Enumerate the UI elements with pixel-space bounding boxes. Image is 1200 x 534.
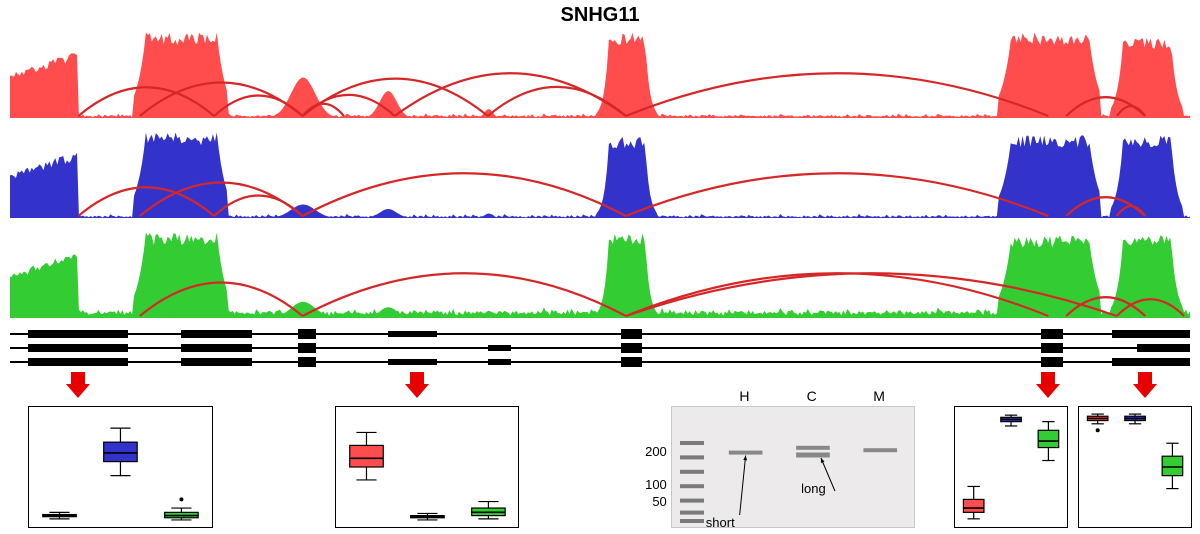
- exon-block: [28, 344, 128, 352]
- gel-col-label: C: [778, 388, 845, 404]
- exon-block: [621, 329, 642, 339]
- exon-block: [181, 344, 252, 352]
- exon-block: [298, 329, 316, 339]
- exon-block: [28, 330, 128, 338]
- exon-block: [1112, 358, 1190, 366]
- gel-col-label: M: [845, 388, 912, 404]
- exon-block: [1041, 357, 1062, 367]
- gel-panel: short long: [671, 406, 915, 528]
- exon-block: [388, 359, 438, 365]
- gel-annot-short: short: [706, 515, 735, 530]
- gel-size-label: 200: [629, 444, 667, 459]
- gel-col-label: H: [711, 388, 778, 404]
- exon-block: [28, 358, 128, 366]
- arrow-tip-icon: [1133, 384, 1157, 398]
- arrow-icon: [410, 372, 424, 384]
- exon-block: [181, 330, 252, 338]
- exon-block: [1041, 343, 1062, 353]
- gel-size-label: 50: [629, 494, 667, 509]
- exon-block: [388, 331, 438, 337]
- gene-title: SNHG11: [0, 4, 1200, 27]
- gel-annot-long: long: [801, 481, 826, 496]
- arrow-tip-icon: [66, 384, 90, 398]
- arrow-tip-icon: [405, 384, 429, 398]
- gel-size-label: 100: [629, 477, 667, 492]
- exon-block: [488, 345, 512, 351]
- boxplot-panel-3: [954, 406, 1068, 528]
- arrow-icon: [1138, 372, 1152, 384]
- exon-block: [181, 358, 252, 366]
- exon-block: [488, 359, 512, 365]
- exon-block: [1041, 329, 1062, 339]
- gene-model: [0, 328, 1200, 364]
- exon-block: [621, 343, 642, 353]
- coverage-track-3: [0, 228, 1200, 318]
- exon-block: [298, 343, 316, 353]
- boxplot-panel-4: [1078, 406, 1192, 528]
- coverage-track-2: [0, 128, 1200, 218]
- boxplot-panel-2: [335, 406, 520, 528]
- boxplot-panel-1: [28, 406, 213, 528]
- exon-block: [621, 357, 642, 367]
- exon-block: [298, 357, 316, 367]
- arrow-tip-icon: [1036, 384, 1060, 398]
- exon-block: [1137, 344, 1190, 352]
- coverage-track-1: [0, 28, 1200, 118]
- exon-block: [1112, 330, 1190, 338]
- arrow-icon: [1041, 372, 1055, 384]
- arrow-icon: [71, 372, 85, 384]
